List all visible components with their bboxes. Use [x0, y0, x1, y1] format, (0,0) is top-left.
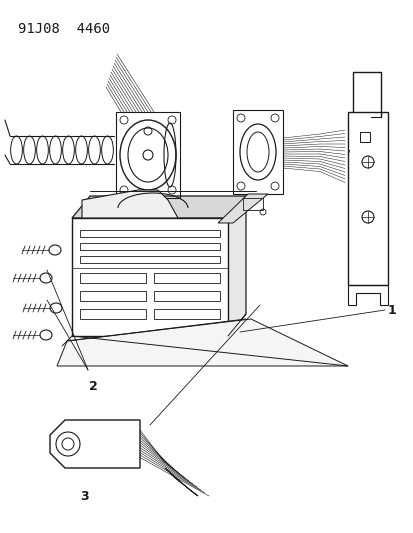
Bar: [80, 256, 219, 263]
Bar: [80, 243, 219, 250]
Polygon shape: [218, 194, 267, 223]
Bar: [154, 273, 219, 283]
Bar: [347, 112, 387, 285]
Text: 1: 1: [387, 303, 396, 317]
Polygon shape: [50, 420, 140, 468]
Polygon shape: [57, 319, 347, 366]
Bar: [233, 110, 282, 194]
Bar: [116, 112, 180, 198]
Polygon shape: [165, 468, 197, 496]
Polygon shape: [82, 190, 178, 218]
Bar: [154, 291, 219, 301]
Polygon shape: [72, 196, 245, 218]
Polygon shape: [228, 196, 245, 336]
Bar: [80, 230, 219, 237]
Text: 3: 3: [81, 490, 89, 503]
Bar: [154, 309, 219, 319]
Bar: [242, 198, 262, 210]
Text: 2: 2: [88, 380, 97, 393]
Text: 91J08  4460: 91J08 4460: [18, 22, 110, 36]
Bar: [72, 218, 228, 336]
Bar: [80, 309, 146, 319]
Bar: [359, 132, 369, 142]
Bar: [80, 273, 146, 283]
Bar: [80, 291, 146, 301]
